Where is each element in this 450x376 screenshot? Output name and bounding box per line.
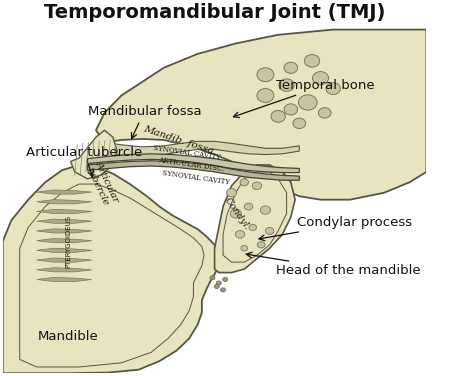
Text: Head of the mandible: Head of the mandible [246,252,421,277]
Circle shape [261,206,270,214]
Circle shape [220,288,225,292]
Polygon shape [215,165,295,273]
Polygon shape [36,258,92,262]
Text: Temporal bone: Temporal bone [234,79,375,118]
Text: SYNOVIAL CAVITY: SYNOVIAL CAVITY [153,144,221,162]
Text: Mandible: Mandible [38,330,99,343]
Text: Mandibular fossa: Mandibular fossa [87,105,201,139]
Title: Temporomandibular Joint (TMJ): Temporomandibular Joint (TMJ) [44,3,385,22]
Circle shape [223,277,228,282]
Circle shape [304,55,320,67]
Circle shape [279,79,294,91]
Polygon shape [87,161,299,180]
Polygon shape [96,141,299,156]
Circle shape [257,89,274,103]
Circle shape [214,284,219,288]
Circle shape [216,281,221,285]
Text: SYNOVIAL CAVITY: SYNOVIAL CAVITY [161,169,230,186]
Text: Articular tubercle: Articular tubercle [26,146,142,177]
Polygon shape [36,277,92,282]
Polygon shape [96,30,427,200]
Circle shape [252,182,261,190]
Circle shape [257,242,265,248]
Circle shape [284,62,297,73]
Circle shape [298,95,317,110]
Circle shape [271,111,285,122]
Text: PTERYGOIDEUS: PTERYGOIDEUS [65,215,72,268]
Circle shape [235,230,245,238]
Polygon shape [36,209,92,214]
Circle shape [249,224,256,230]
Text: Articular
tubercle: Articular tubercle [84,160,121,208]
Circle shape [293,118,306,129]
Polygon shape [36,229,92,233]
Circle shape [284,104,297,115]
Polygon shape [3,165,219,373]
Circle shape [230,209,241,218]
Circle shape [244,203,253,210]
Text: Condyl.: Condyl. [222,196,251,232]
Circle shape [266,227,274,234]
Circle shape [226,188,237,197]
Text: Condylar process: Condylar process [259,216,412,241]
Circle shape [257,68,274,82]
Circle shape [240,179,248,186]
Text: Mandib. fossa: Mandib. fossa [142,124,215,156]
Polygon shape [36,238,92,243]
Polygon shape [71,130,117,179]
Circle shape [312,71,328,85]
Polygon shape [36,268,92,272]
Polygon shape [87,154,299,173]
Text: ARTICULAR DISC.: ARTICULAR DISC. [158,156,225,174]
Circle shape [210,276,215,280]
Circle shape [241,246,248,251]
Polygon shape [36,248,92,252]
Circle shape [319,108,331,118]
Polygon shape [36,200,92,204]
Polygon shape [36,190,92,194]
Polygon shape [36,219,92,223]
Circle shape [326,83,340,94]
